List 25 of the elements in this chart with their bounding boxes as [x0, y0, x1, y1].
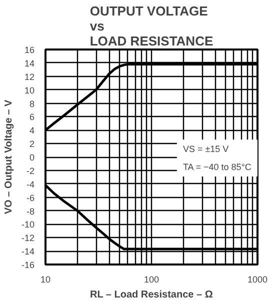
y-tick-label: 14	[24, 58, 35, 68]
y-tick-label: -6	[26, 192, 35, 203]
y-tick-label: 12	[24, 72, 35, 82]
y-tick-label: 0	[29, 152, 35, 162]
x-tick-label: 1000	[247, 274, 268, 284]
y-tick-label: 6	[29, 112, 35, 122]
x-tick-label: 100	[144, 274, 160, 284]
y-tick-label: 10	[24, 85, 35, 96]
y-tick-label: -10	[21, 220, 35, 230]
y-tick-label: -2	[26, 166, 35, 176]
y-tick-label: 2	[29, 139, 35, 150]
y-tick-label: 16	[24, 45, 35, 55]
y-tick-label: -12	[21, 233, 35, 244]
x-axis-title: RL – Load Resistance – Ω	[90, 290, 213, 300]
y-tick-label: 8	[29, 98, 35, 109]
y-tick-label: 4	[29, 126, 35, 136]
y-tick-label: -4	[26, 179, 35, 190]
y-tick-label: -8	[26, 206, 35, 216]
chart-title: OUTPUT VOLTAGE vs LOAD RESISTANCE	[90, 4, 214, 48]
x-tick-label: 10	[40, 274, 51, 284]
annotation: VS = ±15 V	[182, 144, 229, 154]
y-axis-title: VO – Output Voltage – V	[3, 100, 14, 214]
annotation: TA = −40 to 85°C	[182, 162, 252, 172]
y-tick-label: -16	[21, 260, 35, 270]
y-tick-label: -14	[21, 246, 35, 257]
